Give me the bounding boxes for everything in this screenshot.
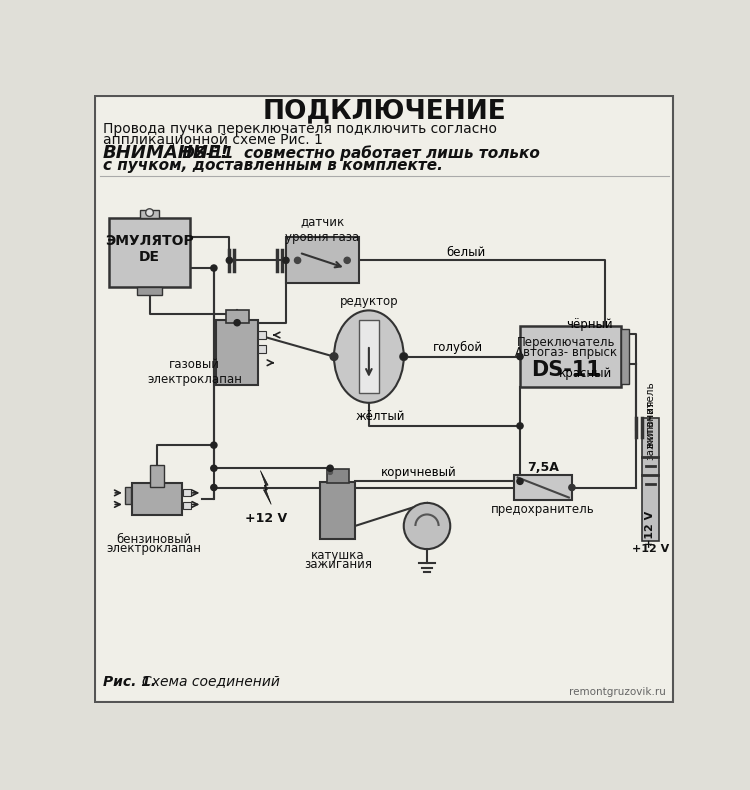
Text: +12 V: +12 V [244, 512, 286, 525]
Text: предохранитель: предохранитель [491, 502, 596, 516]
Circle shape [517, 423, 523, 429]
Circle shape [234, 320, 240, 325]
FancyBboxPatch shape [621, 329, 628, 384]
Text: Автогаз- впрыск: Автогаз- впрыск [515, 346, 617, 359]
Text: Провода пучка переключателя подключить согласно: Провода пучка переключателя подключить с… [103, 122, 497, 136]
Circle shape [226, 258, 232, 263]
Circle shape [344, 258, 350, 263]
FancyBboxPatch shape [132, 483, 182, 515]
Circle shape [327, 465, 333, 472]
Text: белый: белый [446, 246, 485, 259]
FancyBboxPatch shape [226, 310, 249, 323]
Circle shape [517, 353, 523, 359]
FancyBboxPatch shape [320, 482, 356, 540]
FancyBboxPatch shape [286, 237, 359, 284]
Circle shape [328, 470, 332, 475]
Circle shape [400, 353, 408, 360]
Text: голубой: голубой [433, 340, 483, 354]
FancyBboxPatch shape [150, 465, 164, 487]
Circle shape [283, 258, 289, 263]
FancyBboxPatch shape [137, 288, 162, 295]
Circle shape [295, 258, 301, 263]
Text: аппликационной схеме Рис. 1: аппликационной схеме Рис. 1 [103, 133, 323, 146]
Circle shape [211, 484, 217, 491]
Text: DS-11: DS-11 [532, 360, 602, 381]
Text: чёрный: чёрный [566, 318, 613, 331]
Text: +12 V: +12 V [632, 544, 669, 554]
Polygon shape [260, 471, 272, 505]
FancyBboxPatch shape [216, 320, 259, 386]
Circle shape [568, 484, 575, 491]
FancyBboxPatch shape [520, 325, 621, 387]
FancyBboxPatch shape [109, 218, 190, 288]
FancyBboxPatch shape [183, 490, 190, 496]
FancyBboxPatch shape [358, 320, 379, 393]
Circle shape [211, 265, 217, 271]
FancyBboxPatch shape [327, 469, 349, 483]
FancyBboxPatch shape [642, 418, 658, 541]
Circle shape [517, 478, 523, 484]
Text: катушка: катушка [311, 549, 364, 562]
Text: ПОДКЛЮЧЕНИЕ: ПОДКЛЮЧЕНИЕ [262, 99, 506, 125]
Circle shape [211, 465, 217, 472]
Text: коричневый: коричневый [381, 465, 457, 479]
Text: 7,5А: 7,5А [527, 461, 560, 474]
Text: с пучком, доставленным в комплекте.: с пучком, доставленным в комплекте. [103, 158, 443, 173]
FancyBboxPatch shape [514, 475, 572, 500]
Circle shape [146, 209, 154, 216]
Text: +12 V: +12 V [645, 511, 656, 548]
FancyBboxPatch shape [183, 502, 190, 509]
Text: Переключатель: Переключатель [518, 337, 616, 349]
Text: бензиновый: бензиновый [116, 532, 191, 546]
Circle shape [400, 353, 406, 359]
Text: DS-11  совместно работает лишь только: DS-11 совместно работает лишь только [178, 145, 540, 161]
Circle shape [404, 503, 450, 549]
FancyBboxPatch shape [124, 487, 131, 504]
Text: включатель: включатель [645, 382, 656, 447]
Ellipse shape [334, 310, 404, 403]
Text: Схема соединений: Схема соединений [142, 675, 280, 689]
Text: зажигания: зажигания [304, 558, 372, 571]
FancyBboxPatch shape [258, 345, 266, 353]
Text: remontgruzovik.ru: remontgruzovik.ru [568, 687, 666, 697]
Text: датчик
уровня газа: датчик уровня газа [285, 216, 359, 243]
Text: редуктор: редуктор [340, 295, 398, 307]
Text: ЭМУЛЯТОР
DE: ЭМУЛЯТОР DE [105, 234, 194, 264]
FancyBboxPatch shape [95, 96, 674, 702]
Text: ВНИМАНИЕ!: ВНИМАНИЕ! [103, 145, 230, 162]
Text: газовый
электроклапан: газовый электроклапан [147, 358, 242, 386]
Circle shape [211, 442, 217, 448]
Text: Рис. 1.: Рис. 1. [103, 675, 156, 689]
Text: зажигания: зажигания [645, 400, 656, 460]
Text: жёлтый: жёлтый [356, 410, 405, 423]
FancyBboxPatch shape [140, 210, 159, 218]
Text: электроклапан: электроклапан [106, 542, 201, 555]
Circle shape [330, 353, 338, 360]
FancyBboxPatch shape [258, 331, 266, 339]
Text: красный: красный [560, 367, 613, 380]
